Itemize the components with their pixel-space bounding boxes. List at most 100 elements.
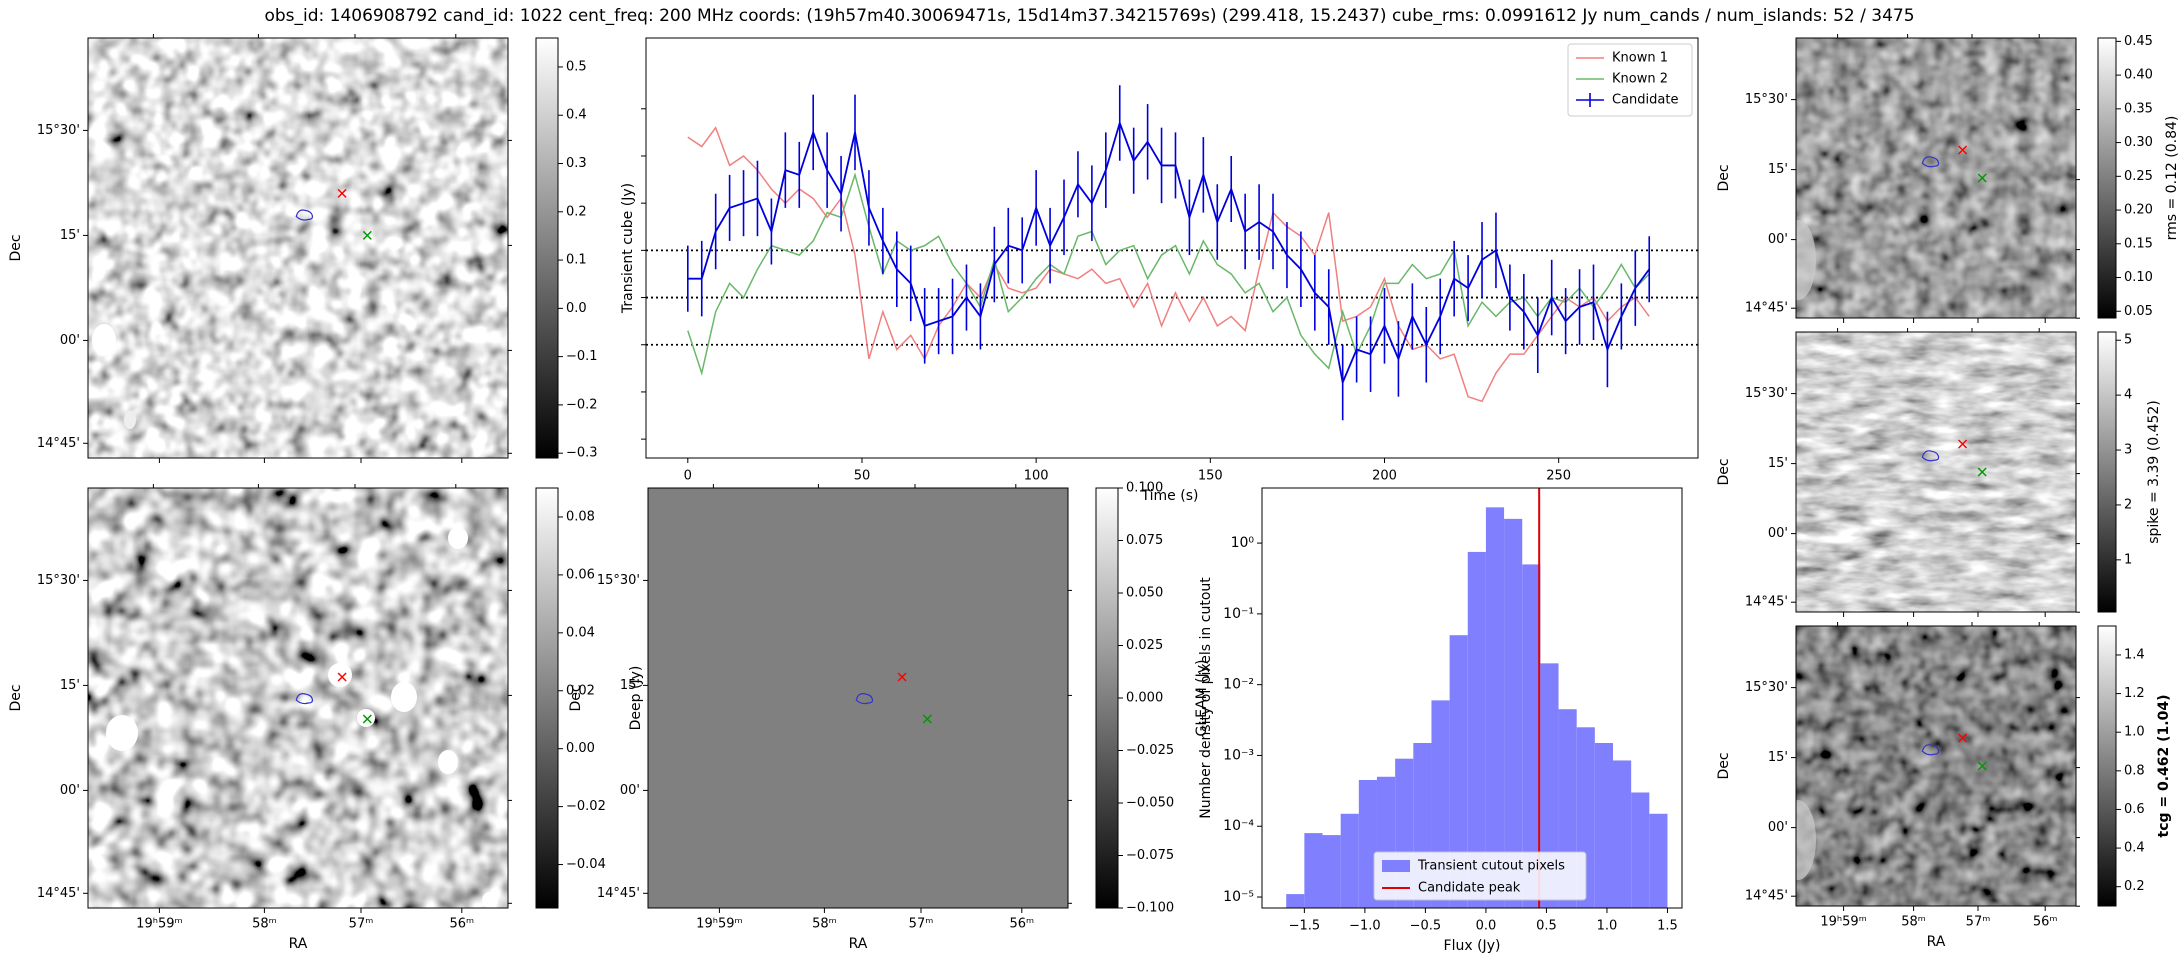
colorbar-tick-label: −0.1 xyxy=(566,349,598,364)
spike-axes-frame xyxy=(1795,331,2077,613)
lc-x-tick-label: 50 xyxy=(854,469,871,484)
colorbar-tick-label: 0.1 xyxy=(566,253,587,268)
deep-image-area xyxy=(88,488,508,908)
hist-y-tick-label: 10⁻² xyxy=(1223,677,1254,693)
source-contour xyxy=(1921,744,1940,756)
deep-bright-source xyxy=(391,682,417,712)
colorbar-tick-label: 1 xyxy=(2124,552,2132,567)
colorbar-tick-label: 0.35 xyxy=(2124,101,2153,116)
dec-tick-label: 15°30' xyxy=(1745,680,1788,695)
colorbar-tick-label: 2 xyxy=(2124,497,2132,512)
dec-tick-label: 15' xyxy=(1768,456,1788,471)
lc-legend xyxy=(1567,43,1693,117)
histogram-bar xyxy=(1504,518,1523,908)
spike-colorbar-label: spike = 3.39 (0.452) xyxy=(2146,400,2162,544)
hist-y-tick-label: 10⁰ xyxy=(1231,535,1255,551)
colorbar-tick-label: 0.0 xyxy=(566,301,587,316)
colorbar-tick-label: 0.08 xyxy=(566,509,595,524)
ra-tick-label: 19ʰ59ᵐ xyxy=(1820,915,1866,930)
source-contour xyxy=(295,209,314,221)
histogram-panel: −1.5 −1.0 −0.5 0.0 0.5 1.0 1.5 10⁰ 10⁻¹ 10⁻² 10⁻³ 1… xyxy=(1198,487,1683,954)
dec-tick-label: 15°30' xyxy=(37,123,80,138)
tcg-image xyxy=(1796,626,2076,906)
histogram-bar xyxy=(1340,813,1359,908)
figure-title: obs_id: 1406908792 cand_id: 1022 cent_fr… xyxy=(264,6,1915,26)
colorbar-tick-label: 0.5 xyxy=(566,59,587,74)
histogram-bar xyxy=(1304,833,1323,908)
rms-image xyxy=(1796,38,2076,318)
dec-tick-label: 15°30' xyxy=(597,573,640,588)
dec-tick-label: 14°45' xyxy=(597,886,640,901)
dec-axis-label: Dec xyxy=(1716,164,1732,191)
histogram-bar xyxy=(1522,564,1541,908)
hist-y-axis-label: Number density of pixels in cutout xyxy=(1198,577,1214,819)
candidate-series xyxy=(687,120,1650,386)
ra-tick-label: 57ᵐ xyxy=(349,917,374,932)
hist-x-tick-label: −1.0 xyxy=(1349,919,1381,934)
deep-image xyxy=(88,488,508,908)
ra-tick-label: 56ᵐ xyxy=(2033,915,2058,930)
dec-tick-label: 15' xyxy=(1768,162,1788,177)
dec-tick-label: 00' xyxy=(620,783,640,798)
colorbar-tick-label: −0.3 xyxy=(566,446,598,461)
source-contour xyxy=(1921,156,1940,168)
dec-tick-label: 14°45' xyxy=(1745,595,1788,610)
ra-tick-label: 57ᵐ xyxy=(1966,915,1991,930)
tcg-image-area xyxy=(1796,626,2076,906)
legend-label: Candidate peak xyxy=(1418,881,1521,896)
known-source-marker xyxy=(1977,173,1987,183)
lc-x-tick-label: 0 xyxy=(684,469,692,484)
dec-tick-label: 14°45' xyxy=(1745,301,1788,316)
colorbar-tick-label: 0.25 xyxy=(2124,169,2153,184)
dec-axis-label: Dec xyxy=(1716,458,1732,485)
gleam-image xyxy=(648,488,1068,908)
lc-x-tick-label: 100 xyxy=(1024,469,1049,484)
legend-label: Known 1 xyxy=(1612,51,1668,66)
dec-tick-label: 00' xyxy=(1768,526,1788,541)
colorbar-tick-label: −0.02 xyxy=(566,799,606,814)
hist-x-tick-label: 1.0 xyxy=(1597,919,1618,934)
deep-bright-source xyxy=(438,750,458,774)
spike-image-panel: 15°30' 15' 00' 14°45' Dec 5 4 3 2 1 spike = 3.39 (… xyxy=(1716,328,2162,617)
dec-tick-label: 15' xyxy=(1768,750,1788,765)
transient-image xyxy=(88,38,508,458)
colorbar-tick-label: 0.04 xyxy=(566,625,595,640)
colorbar-tick-label: 0.2 xyxy=(566,204,587,219)
source-contour xyxy=(295,693,314,705)
rms-colorbar xyxy=(2097,37,2117,319)
colorbar-tick-label: 0.025 xyxy=(1126,638,1163,653)
colorbar-tick-label: 3 xyxy=(2124,443,2132,458)
histogram-bar xyxy=(1322,835,1341,908)
dec-tick-label: 00' xyxy=(1768,232,1788,247)
histogram-bar xyxy=(1540,663,1559,908)
gleam-axes-frame xyxy=(647,487,1069,909)
colorbar-tick-label: 0.45 xyxy=(2124,34,2153,49)
known-source-marker xyxy=(362,230,372,240)
hist-x-tick-label: 0.5 xyxy=(1536,919,1557,934)
gleam-colorbar xyxy=(1095,487,1119,909)
gleam-colorbar-label: GLEAM (Jy) xyxy=(1194,660,1210,737)
hist-x-tick-label: −0.5 xyxy=(1410,919,1442,934)
lc-axes-frame xyxy=(645,37,1699,459)
colorbar-tick-label: 0.050 xyxy=(1126,586,1163,601)
colorbar-tick-label: −0.050 xyxy=(1126,796,1174,811)
histogram-bar xyxy=(1649,813,1668,908)
hist-x-tick-label: 0.0 xyxy=(1476,919,1497,934)
histogram-bar xyxy=(1485,507,1505,908)
lc-x-tick-label: 200 xyxy=(1372,469,1397,484)
hist-x-tick-label: 1.5 xyxy=(1657,919,1678,934)
known-source-marker xyxy=(1977,761,1987,771)
transient-colorbar xyxy=(535,37,559,459)
candidate-marker xyxy=(1958,439,1968,449)
gleam-image-area xyxy=(648,488,1068,908)
legend-swatch xyxy=(1382,860,1410,872)
dec-tick-label: 14°45' xyxy=(37,886,80,901)
hist-y-tick-label: 10⁻¹ xyxy=(1223,606,1254,622)
ra-tick-label: 56ᵐ xyxy=(449,917,474,932)
known-1-series xyxy=(687,126,1650,403)
dec-tick-label: 00' xyxy=(60,333,80,348)
deep-colorbar-label: Deep (Jy) xyxy=(628,666,644,731)
histogram-bar xyxy=(1358,780,1377,908)
dec-tick-label: 15°30' xyxy=(1745,386,1788,401)
source-contour xyxy=(1921,450,1940,462)
